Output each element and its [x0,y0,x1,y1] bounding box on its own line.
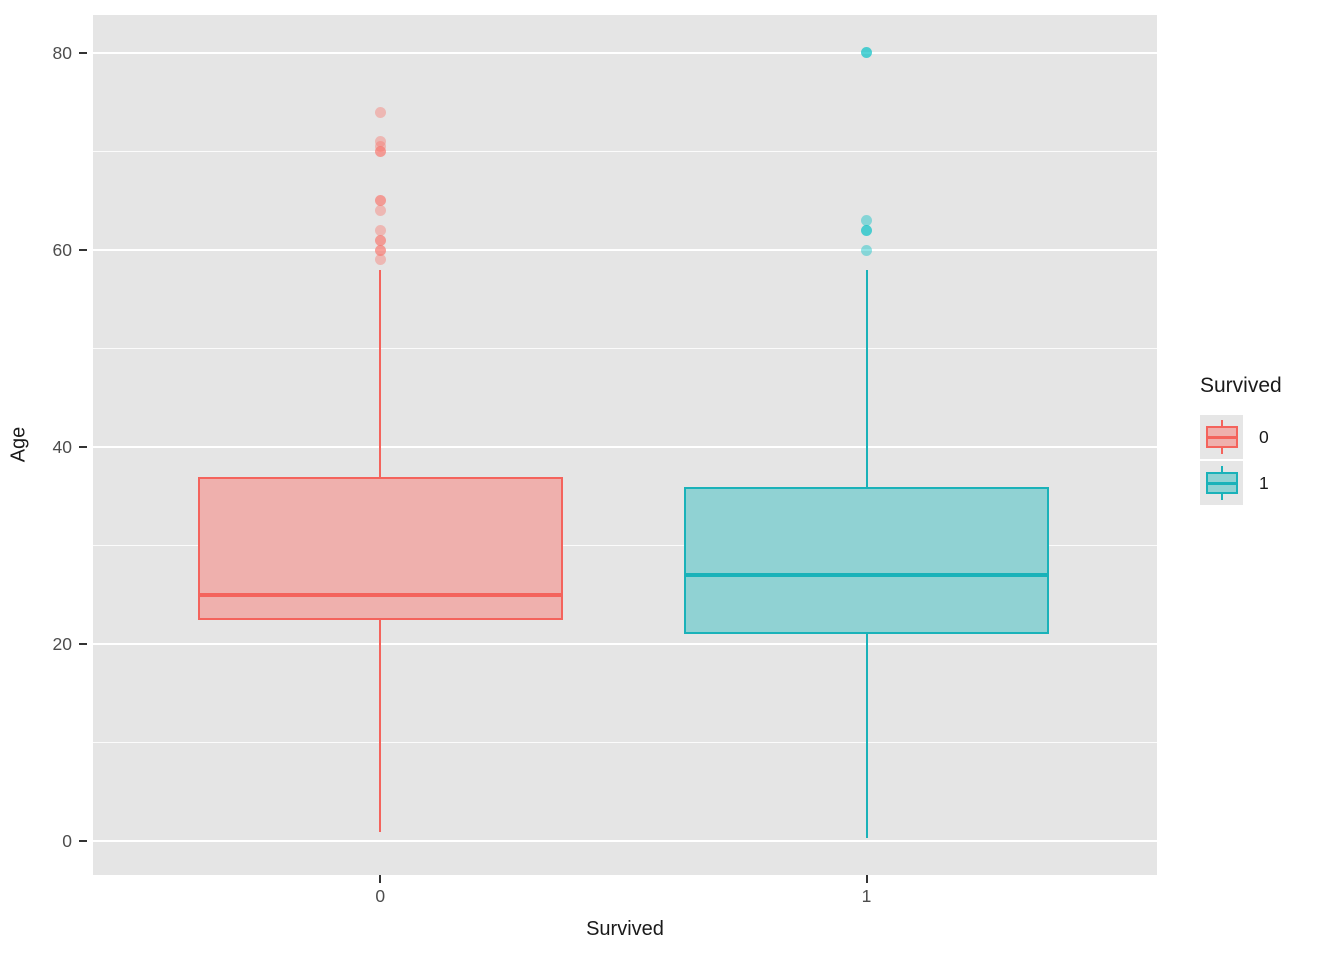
y-major-gridline [93,840,1157,843]
upper-whisker [865,269,868,487]
box-iqr [684,486,1049,635]
plot-panel [93,15,1157,875]
outlier-point [861,224,873,236]
legend-title: Survived [1200,374,1282,397]
y-minor-gridline [93,742,1157,744]
outlier-point [861,214,873,226]
outlier-point [861,47,873,59]
y-tick-label: 40 [52,437,72,458]
x-tick-mark [865,875,868,883]
y-tick-mark [79,249,87,251]
legend-label: 0 [1259,426,1269,447]
legend-entry: 0 [1200,415,1282,459]
y-axis-title: Age [7,426,30,463]
y-tick-label: 60 [52,240,72,260]
outlier-point [374,205,386,217]
median-line [197,593,563,598]
legend-key-boxplot-icon [1200,415,1243,459]
lower-whisker [379,619,382,832]
legend-key-boxplot-icon [1200,461,1243,505]
y-tick-mark [79,643,87,646]
y-major-gridline [93,249,1157,251]
y-major-gridline [93,51,1157,54]
legend-median-line [1205,435,1238,439]
legend-label: 1 [1259,472,1269,493]
box-iqr [197,476,563,620]
y-major-gridline [93,643,1157,646]
outlier-point [374,224,386,236]
median-line [684,573,1049,578]
y-major-gridline [93,446,1157,449]
y-tick-label: 0 [62,831,72,852]
outlier-point [374,136,386,148]
y-minor-gridline [93,348,1157,350]
y-tick-mark [79,51,87,54]
x-axis-title: Survived [586,918,664,940]
upper-whisker [379,269,382,477]
legend-median-line [1205,481,1238,485]
y-minor-gridline [93,545,1157,547]
outlier-point [374,195,386,207]
y-tick-mark [79,446,87,449]
lower-whisker [865,634,868,838]
x-tick-label: 0 [375,886,386,906]
x-tick-mark [379,875,382,883]
legend-entry: 1 [1200,461,1282,505]
outlier-point [374,254,386,266]
y-tick-label: 20 [52,634,72,655]
outlier-point [861,244,873,256]
y-tick-mark [79,840,87,843]
outlier-point [374,106,386,118]
outlier-point [374,145,386,157]
x-tick-label: 1 [861,886,872,906]
y-tick-label: 80 [52,42,72,63]
y-minor-gridline [93,150,1157,152]
outlier-point [374,234,386,246]
outlier-point [374,244,386,256]
